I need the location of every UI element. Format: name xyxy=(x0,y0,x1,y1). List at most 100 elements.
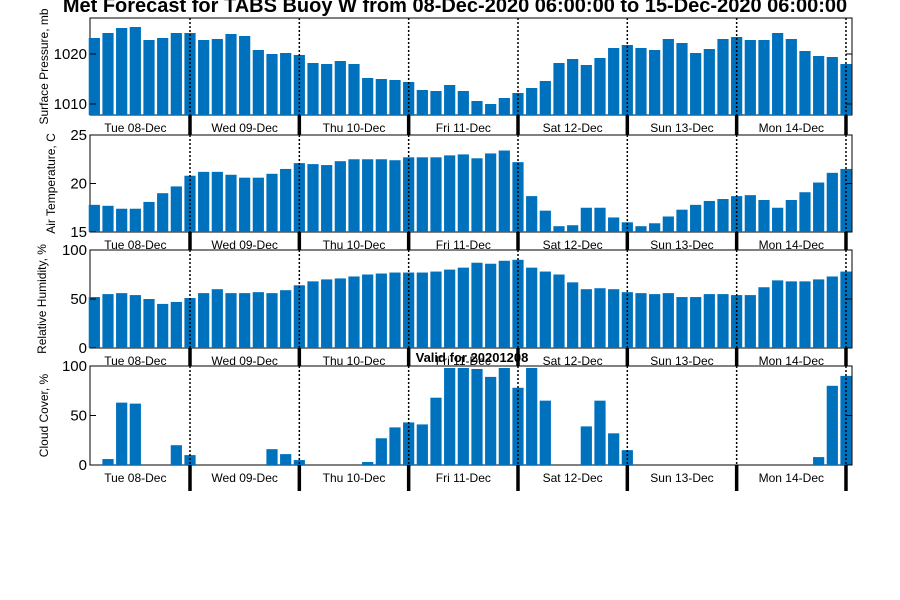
bar xyxy=(840,375,852,465)
x-tick-label: Wed 09-Dec xyxy=(211,121,277,135)
bar xyxy=(758,199,770,232)
bar xyxy=(635,226,647,232)
y-axis-label: Relative Humidity, % xyxy=(35,244,49,354)
bar xyxy=(375,273,387,348)
y-axis-label: Air Temperature, C xyxy=(44,133,58,234)
bar xyxy=(170,445,182,465)
bar xyxy=(293,285,305,348)
chart-title: Met Forecast for TABS Buoy W from 08-Dec… xyxy=(63,0,847,17)
bar xyxy=(348,64,360,115)
bar xyxy=(498,367,510,465)
bar xyxy=(744,40,756,115)
bar xyxy=(594,400,606,465)
bar xyxy=(157,38,169,115)
bar xyxy=(457,91,469,115)
bar xyxy=(239,293,251,348)
x-tick-label: Thu 10-Dec xyxy=(323,121,386,135)
bar xyxy=(170,33,182,115)
bar xyxy=(485,263,497,348)
bar xyxy=(608,289,620,348)
bar xyxy=(362,462,374,465)
bar xyxy=(457,367,469,465)
x-tick-label: Mon 14-Dec xyxy=(759,238,824,252)
bar xyxy=(430,271,442,348)
bar xyxy=(471,158,483,232)
bar xyxy=(703,200,715,232)
bar xyxy=(662,216,674,232)
bar xyxy=(225,174,237,232)
bar xyxy=(416,157,428,232)
bar xyxy=(211,39,223,115)
y-tick-label: 1020 xyxy=(54,46,87,63)
bar xyxy=(444,85,456,115)
bar xyxy=(362,159,374,232)
bar xyxy=(102,294,114,348)
x-tick-label: Wed 09-Dec xyxy=(211,238,277,252)
bar xyxy=(580,289,592,348)
bar xyxy=(143,40,155,115)
bar xyxy=(129,403,141,465)
bar xyxy=(293,163,305,232)
bar xyxy=(88,204,100,232)
bar xyxy=(512,162,524,232)
bar xyxy=(389,272,401,348)
bar xyxy=(485,153,497,232)
bar xyxy=(758,40,770,115)
bar xyxy=(389,427,401,465)
bar xyxy=(430,91,442,115)
y-tick-label: 50 xyxy=(70,408,87,425)
bar xyxy=(580,426,592,465)
bar xyxy=(717,294,729,348)
bar xyxy=(717,39,729,115)
y-tick-label: 50 xyxy=(70,291,87,308)
bar xyxy=(444,155,456,232)
bar xyxy=(744,195,756,232)
panel-title: Valid for 20201208 xyxy=(416,350,529,365)
bar xyxy=(116,208,128,232)
y-axis-label: Cloud Cover, % xyxy=(37,373,51,457)
bar xyxy=(430,397,442,465)
bar xyxy=(252,50,264,115)
bar xyxy=(594,58,606,115)
y-tick-label: 25 xyxy=(70,127,87,144)
bar xyxy=(649,223,661,232)
bar xyxy=(389,160,401,232)
y-tick-label: 20 xyxy=(70,176,87,193)
bar xyxy=(375,438,387,465)
x-tick-label: Sat 12-Dec xyxy=(543,471,603,485)
bar xyxy=(580,65,592,115)
y-tick-label: 1010 xyxy=(54,96,87,113)
bar xyxy=(772,33,784,115)
x-tick-label: Sat 12-Dec xyxy=(543,238,603,252)
bar xyxy=(676,43,688,115)
bar xyxy=(621,450,633,465)
bar xyxy=(813,182,825,232)
bar xyxy=(348,276,360,348)
bar xyxy=(539,271,551,348)
bar xyxy=(539,81,551,115)
x-tick-label: Wed 09-Dec xyxy=(211,354,277,368)
bar xyxy=(321,279,333,348)
bar xyxy=(690,297,702,348)
bar xyxy=(690,204,702,232)
bar xyxy=(116,28,128,115)
bar xyxy=(102,205,114,232)
bar xyxy=(457,154,469,232)
bar xyxy=(362,274,374,348)
bar xyxy=(676,209,688,232)
bar xyxy=(608,48,620,115)
x-tick-label: Sun 13-Dec xyxy=(650,238,713,252)
x-tick-label: Mon 14-Dec xyxy=(759,121,824,135)
bar xyxy=(102,459,114,465)
bar xyxy=(772,280,784,348)
x-tick-label: Fri 11-Dec xyxy=(436,471,491,485)
bar xyxy=(744,295,756,348)
bar xyxy=(799,281,811,348)
bar xyxy=(280,290,292,348)
bar xyxy=(498,98,510,115)
bar xyxy=(211,171,223,232)
axes-box xyxy=(89,365,853,466)
y-tick-label: 0 xyxy=(79,457,87,474)
bar xyxy=(471,368,483,465)
bar xyxy=(129,295,141,348)
